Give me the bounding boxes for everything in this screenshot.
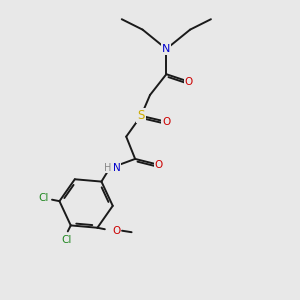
Text: H: H (104, 163, 111, 173)
Text: N: N (162, 44, 170, 54)
Text: S: S (137, 109, 145, 122)
Text: N: N (113, 163, 121, 173)
Text: O: O (112, 226, 121, 236)
Text: Cl: Cl (61, 235, 71, 245)
Text: O: O (184, 76, 193, 87)
Text: Cl: Cl (38, 193, 48, 203)
Text: O: O (155, 160, 163, 170)
Text: O: O (162, 117, 170, 127)
